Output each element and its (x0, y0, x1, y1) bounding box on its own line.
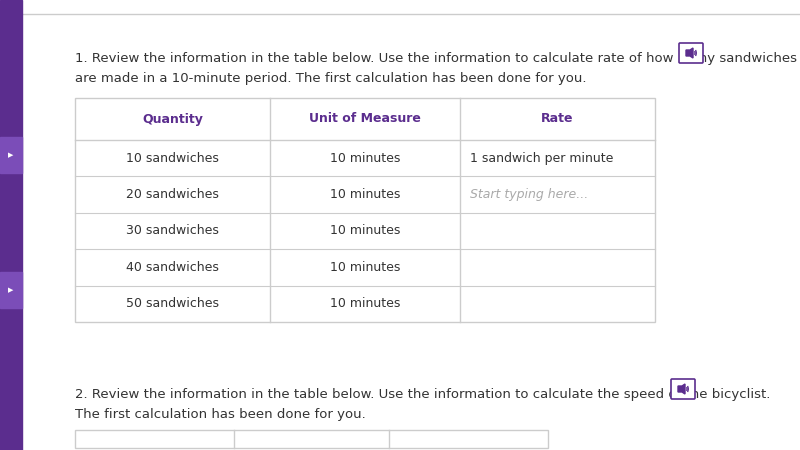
Text: The first calculation has been done for you.: The first calculation has been done for … (75, 408, 366, 421)
Text: 40 sandwiches: 40 sandwiches (126, 261, 219, 274)
FancyBboxPatch shape (679, 43, 703, 63)
Bar (75, 98, 655, 322)
Bar (0, 0, 22, 450)
Text: are made in a 10-minute period. The first calculation has been done for you.: are made in a 10-minute period. The firs… (75, 72, 586, 85)
FancyBboxPatch shape (671, 379, 695, 399)
Polygon shape (678, 384, 685, 394)
Text: Quantity: Quantity (142, 112, 203, 126)
Text: 2. Review the information in the table below. Use the information to calculate t: 2. Review the information in the table b… (75, 388, 770, 401)
Text: 30 sandwiches: 30 sandwiches (126, 225, 219, 238)
Bar (75, 430, 548, 448)
Text: Unit of Measure: Unit of Measure (309, 112, 421, 126)
Text: 10 minutes: 10 minutes (330, 297, 400, 310)
Text: 50 sandwiches: 50 sandwiches (126, 297, 219, 310)
Polygon shape (686, 48, 693, 58)
Text: Rate: Rate (542, 112, 574, 126)
Text: ▶: ▶ (8, 287, 14, 293)
Text: 10 minutes: 10 minutes (330, 225, 400, 238)
Text: ▶: ▶ (8, 152, 14, 158)
Bar (0, 272, 22, 308)
Text: 10 minutes: 10 minutes (330, 152, 400, 165)
Text: 10 minutes: 10 minutes (330, 188, 400, 201)
Text: Start typing here...: Start typing here... (470, 188, 588, 201)
Text: 10 minutes: 10 minutes (330, 261, 400, 274)
Bar (0, 137, 22, 173)
Text: 10 sandwiches: 10 sandwiches (126, 152, 219, 165)
Text: 20 sandwiches: 20 sandwiches (126, 188, 219, 201)
Text: 1 sandwich per minute: 1 sandwich per minute (470, 152, 614, 165)
Text: 1. Review the information in the table below. Use the information to calculate r: 1. Review the information in the table b… (75, 52, 797, 65)
